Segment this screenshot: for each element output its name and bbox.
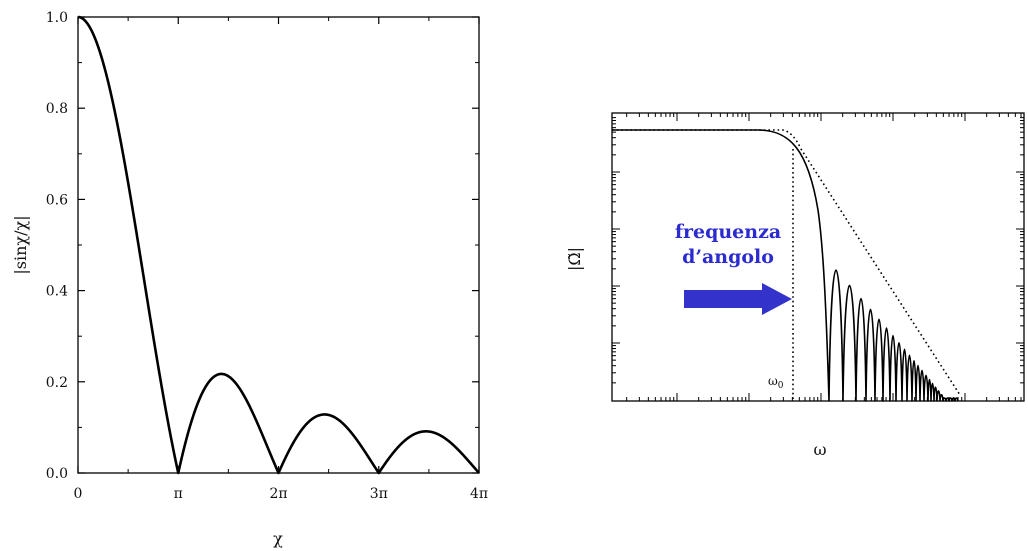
x-tick-label: 4π [470, 486, 488, 502]
data-point [77, 16, 79, 18]
corner-label-subscript: 0 [778, 381, 784, 391]
corner-frequency-label: ω0 [768, 374, 784, 391]
data-point [378, 472, 380, 474]
arrow-right-icon [684, 283, 792, 315]
y-tick-labels: 0.0 0.2 0.4 0.6 0.8 1.0 [46, 10, 68, 482]
series-line-sinc [78, 17, 479, 473]
data-point [253, 414, 255, 416]
y-axis-label: |Ω̃| [565, 247, 584, 271]
data-point [396, 447, 398, 449]
x-tick-label: 3π [370, 486, 388, 502]
data-point [237, 384, 239, 386]
data-point [177, 472, 179, 474]
sinc-chart: 0 π 2π 3π 4π 0.0 0.2 0.4 0.6 0.8 1.0 χ |sinχ/χ| [11, 10, 488, 548]
data-point [93, 35, 95, 37]
y-tick-label: 1.0 [46, 10, 68, 26]
data-point [189, 426, 191, 428]
data-point [157, 363, 159, 365]
y-tick-label: 0.4 [46, 284, 68, 300]
annotation-frequenza-dangolo: frequenza d’angolo [675, 221, 792, 315]
data-point [348, 429, 350, 431]
data-point [220, 373, 222, 375]
x-axis-label: ω [813, 440, 826, 459]
data-point [205, 386, 207, 388]
plot-frame [612, 113, 1024, 401]
y-tick-label: 0.8 [46, 101, 68, 117]
x-tick-label: 0 [74, 486, 83, 502]
data-point [300, 429, 302, 431]
series-line-spectrum [612, 130, 958, 401]
y-tick-label: 0.2 [46, 375, 68, 391]
y-tick-label: 0.0 [46, 466, 68, 482]
x-tick-label: π [174, 486, 183, 502]
annotation-line-2: d’angolo [682, 246, 774, 268]
log-axis-ticks [612, 113, 1024, 401]
data-point [324, 414, 326, 416]
data-point [425, 431, 427, 433]
data-point [109, 89, 111, 91]
x-axis-label: χ [273, 529, 283, 548]
corner-label-symbol: ω [768, 374, 778, 388]
log-spectrum-chart: ω0 frequenza d’angolo ω |Ω̃| [565, 113, 1024, 459]
data-point [125, 169, 127, 171]
y-tick-label: 0.6 [46, 192, 68, 208]
annotation-line-1: frequenza [675, 221, 781, 243]
data-point [278, 472, 280, 474]
x-tick-label: 2π [269, 486, 287, 502]
x-tick-labels: 0 π 2π 3π 4π [74, 486, 489, 502]
y-axis-label: |sinχ/χ| [11, 215, 30, 274]
data-point [444, 437, 446, 439]
data-point [478, 472, 480, 474]
series-line-envelope [612, 130, 960, 395]
data-point [141, 265, 143, 267]
